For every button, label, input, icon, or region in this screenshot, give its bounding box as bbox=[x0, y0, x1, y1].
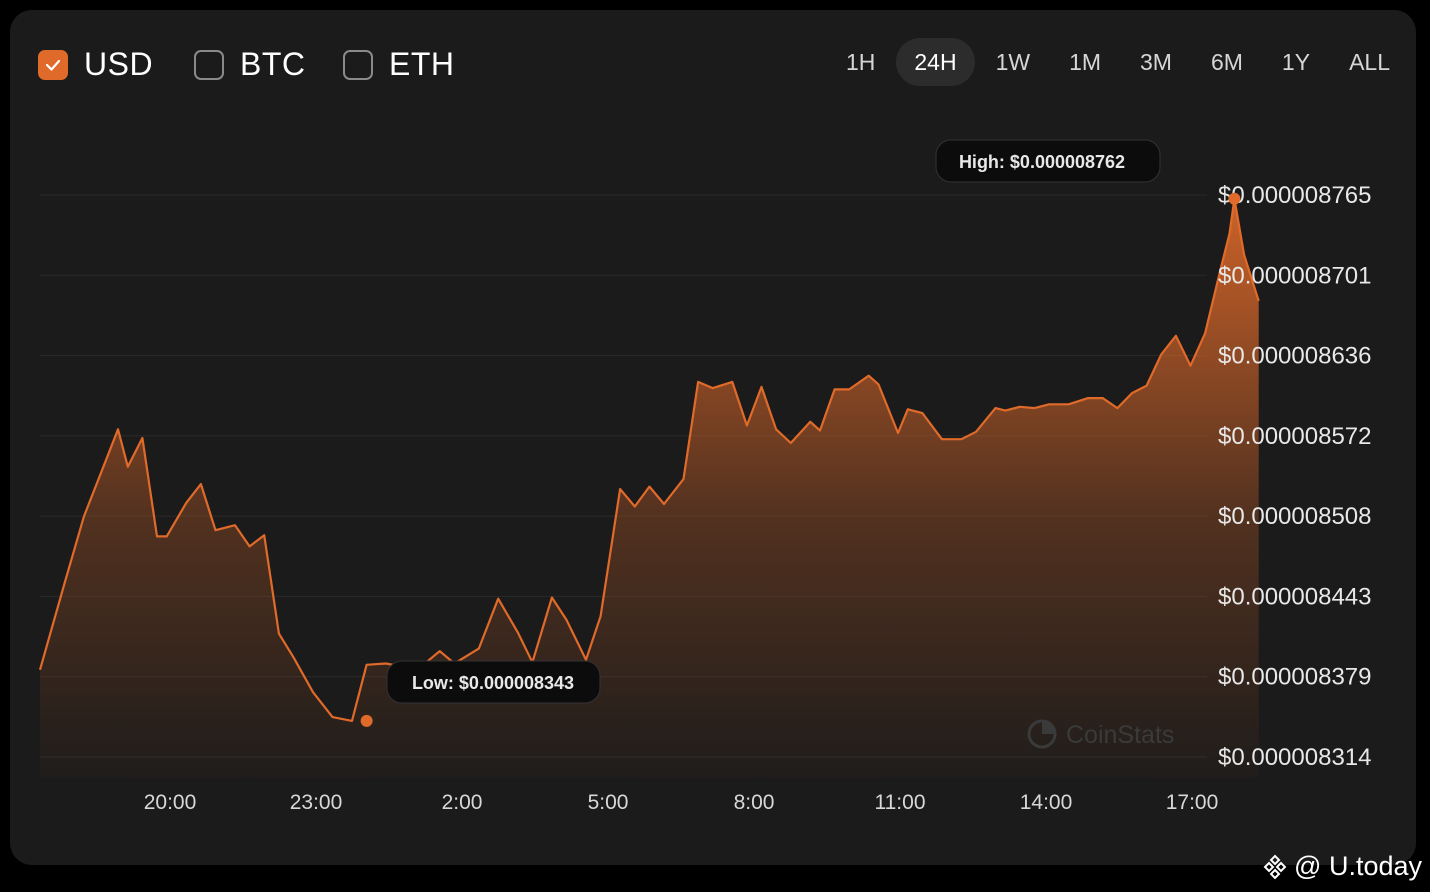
x-tick-label: 17:00 bbox=[1166, 791, 1219, 814]
currency-btc-checkbox[interactable]: BTC bbox=[194, 46, 306, 83]
y-tick-label: $0.000008314 bbox=[1218, 744, 1372, 771]
credit-text: @ U.today bbox=[1294, 851, 1422, 881]
watermark-text: CoinStats bbox=[1066, 721, 1174, 749]
range-6m-button[interactable]: 6M bbox=[1210, 49, 1243, 75]
x-tick-label: 11:00 bbox=[875, 791, 926, 814]
low-tooltip-text: Low: $0.000008343 bbox=[412, 673, 574, 693]
high-tooltip-text: High: $0.000008762 bbox=[959, 152, 1125, 172]
x-tick-label: 14:00 bbox=[1020, 791, 1073, 814]
currency-label: USD bbox=[84, 46, 154, 82]
checkbox bbox=[343, 49, 373, 80]
y-tick-label: $0.000008765 bbox=[1218, 182, 1372, 209]
x-tick-label: 2:00 bbox=[442, 791, 483, 814]
range-all-button[interactable]: ALL bbox=[1349, 49, 1390, 75]
y-tick-label: $0.000008443 bbox=[1218, 583, 1372, 610]
credit: @ U.today bbox=[1262, 851, 1422, 882]
y-tick-label: $0.000008572 bbox=[1218, 423, 1372, 450]
y-tick-label: $0.000008379 bbox=[1218, 664, 1372, 691]
time-range-selector: 1H 24H 1W 1M 3M 6M 1Y ALL bbox=[825, 38, 1408, 86]
x-tick-label: 20:00 bbox=[144, 791, 197, 814]
range-1h-button[interactable]: 1H bbox=[845, 49, 876, 75]
currency-usd-checkbox[interactable]: USD bbox=[38, 46, 153, 83]
range-24h-button[interactable]: 24H bbox=[896, 38, 975, 86]
checkbox bbox=[38, 49, 68, 80]
range-1w-button[interactable]: 1W bbox=[995, 49, 1031, 75]
checkmark-icon bbox=[45, 59, 61, 71]
binance-logo-icon bbox=[1263, 854, 1287, 879]
x-tick-label: 8:00 bbox=[734, 791, 775, 814]
currency-label: BTC bbox=[240, 46, 306, 82]
coinstats-watermark: CoinStats bbox=[1027, 719, 1174, 749]
currency-label: ETH bbox=[389, 46, 455, 82]
currency-eth-checkbox[interactable]: ETH bbox=[343, 46, 455, 83]
high-point-marker bbox=[1228, 192, 1241, 205]
low-point-marker bbox=[360, 714, 373, 727]
range-1m-button[interactable]: 1M bbox=[1069, 49, 1102, 75]
y-tick-label: $0.000008508 bbox=[1218, 503, 1372, 530]
range-1y-button[interactable]: 1Y bbox=[1281, 49, 1311, 75]
y-tick-label: $0.000008636 bbox=[1218, 343, 1372, 370]
y-tick-label: $0.000008701 bbox=[1218, 262, 1372, 289]
price-line bbox=[38, 197, 1260, 722]
x-tick-label: 5:00 bbox=[588, 791, 629, 814]
checkbox bbox=[194, 49, 224, 80]
high-tooltip bbox=[935, 139, 1161, 183]
range-3m-button[interactable]: 3M bbox=[1140, 49, 1172, 75]
x-tick-label: 23:00 bbox=[290, 791, 343, 814]
low-tooltip bbox=[386, 660, 601, 704]
